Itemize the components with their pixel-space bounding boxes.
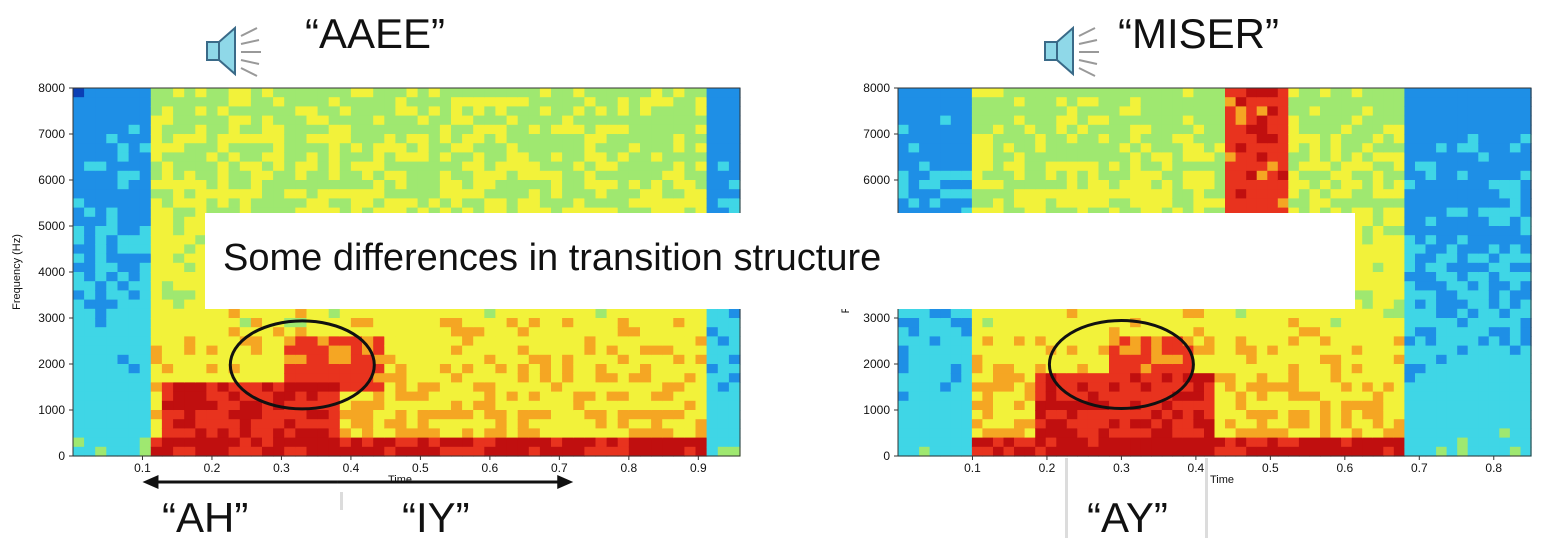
- x-tick-label: 0.2: [204, 461, 221, 475]
- x-tick-label: 0.6: [1336, 461, 1353, 475]
- y-tick-label: 0: [58, 449, 65, 463]
- x-tick-label: 0.8: [620, 461, 637, 475]
- y-tick-label: 8000: [863, 81, 890, 95]
- y-axis-label: F: [840, 306, 852, 313]
- x-tick-label: 0.7: [1411, 461, 1428, 475]
- x-tick-label: 0.3: [273, 461, 290, 475]
- formant-transition-ellipse: [228, 319, 376, 411]
- x-tick-label: 0.4: [1188, 461, 1205, 475]
- overlay-textbox: Some differences in transition structure: [205, 213, 1355, 309]
- y-tick-label: 7000: [38, 127, 65, 141]
- x-tick-label: 0.9: [690, 461, 707, 475]
- formant-transition-ellipse: [1047, 319, 1195, 410]
- phone-label-iy: “IY”: [402, 494, 470, 541]
- arrow-head: [142, 475, 159, 489]
- y-tick-label: 3000: [38, 311, 65, 325]
- x-tick-label: 0.3: [1113, 461, 1130, 475]
- y-tick-label: 0: [883, 449, 890, 463]
- spectrogram-cells: [73, 88, 741, 457]
- right-title: “MISER”: [1118, 10, 1279, 57]
- x-tick-label: 0.8: [1485, 461, 1502, 475]
- x-tick-label: 0.4: [343, 461, 360, 475]
- y-axis-label: Frequency (Hz): [11, 234, 23, 310]
- y-tick-label: 1000: [863, 403, 890, 417]
- x-tick-label: 0.7: [551, 461, 568, 475]
- arrow-head: [557, 475, 574, 489]
- y-tick-label: 1000: [38, 403, 65, 417]
- divider-line-left: [340, 492, 343, 510]
- x-tick-label: 0.5: [412, 461, 429, 475]
- y-tick-label: 3000: [863, 311, 890, 325]
- x-axis-label: Time: [1210, 474, 1234, 486]
- y-tick-label: 4000: [38, 265, 65, 279]
- y-tick-label: 6000: [38, 173, 65, 187]
- divider-line-ay-left: [1065, 458, 1068, 538]
- x-tick-label: 0.2: [1039, 461, 1056, 475]
- x-tick-label: 0.1: [964, 461, 981, 475]
- y-tick-label: 5000: [38, 219, 65, 233]
- y-tick-label: 2000: [38, 357, 65, 371]
- x-tick-label: 0.5: [1262, 461, 1279, 475]
- y-tick-label: 8000: [38, 81, 65, 95]
- left-title: “AAEE”: [305, 10, 446, 57]
- y-tick-label: 7000: [863, 127, 890, 141]
- speaker-icon-left[interactable]: [205, 22, 265, 80]
- x-tick-label: 0.6: [482, 461, 499, 475]
- x-tick-label: 0.1: [134, 461, 151, 475]
- phone-label-ay: “AY”: [1087, 494, 1168, 541]
- speaker-icon-right[interactable]: [1043, 22, 1103, 80]
- overlay-text: Some differences in transition structure: [223, 237, 882, 279]
- phone-label-ah: “AH”: [162, 494, 249, 541]
- y-tick-label: 6000: [863, 173, 890, 187]
- y-tick-label: 2000: [863, 357, 890, 371]
- divider-line-ay-right: [1205, 458, 1208, 538]
